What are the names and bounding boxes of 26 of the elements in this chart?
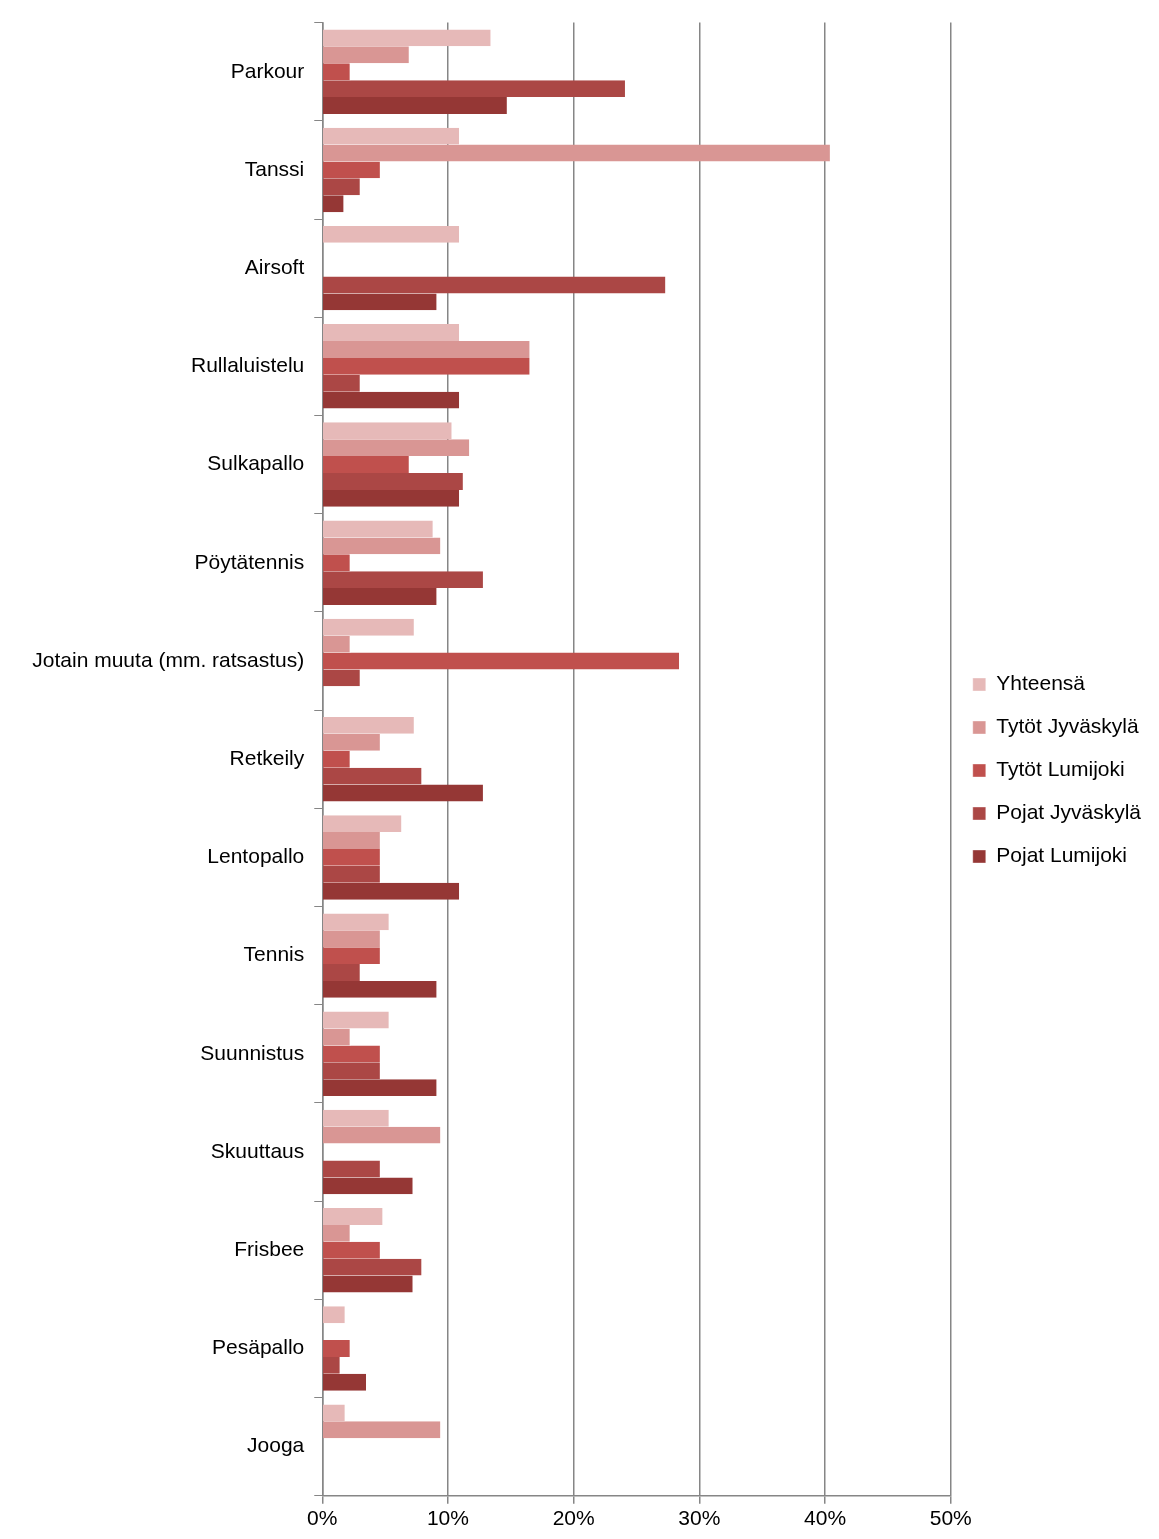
- y-tick-label: Jooga: [247, 1433, 305, 1457]
- y-tick-label: Parkour: [230, 58, 305, 82]
- legend-label: Pojat Jyväskylä: [996, 800, 1142, 824]
- legend-label: Tytöt Jyväskylä: [996, 714, 1139, 738]
- y-tick-label: Jotain muuta (mm. ratsastus): [32, 647, 305, 671]
- y-tick-label: Airsoft: [244, 254, 305, 278]
- legend-label: Yhteensä: [996, 671, 1086, 695]
- x-tick-label: 40%: [804, 1506, 847, 1530]
- y-tick-label: Frisbee: [234, 1237, 305, 1261]
- y-tick-label: Lentopallo: [207, 844, 305, 868]
- x-tick-label: 0%: [307, 1506, 338, 1530]
- y-tick-label: Tennis: [243, 942, 305, 966]
- y-tick-label: Skuuttaus: [210, 1138, 305, 1162]
- x-tick-label: 50%: [929, 1506, 972, 1530]
- x-tick-label: 10%: [426, 1506, 469, 1530]
- y-tick-label: Pöytätennis: [194, 549, 305, 573]
- y-tick-label: Pesäpallo: [212, 1335, 305, 1359]
- y-tick-label: Sulkapallo: [207, 451, 305, 475]
- y-tick-label: Suunnistus: [200, 1040, 305, 1064]
- y-tick-label: Tanssi: [244, 156, 305, 180]
- legend-label: Pojat Lumijoki: [996, 843, 1128, 867]
- x-tick-label: 30%: [678, 1506, 721, 1530]
- x-tick-label: 20%: [552, 1506, 595, 1530]
- y-tick-label: Rullaluistelu: [191, 353, 305, 377]
- legend-label: Tytöt Lumijoki: [996, 757, 1125, 781]
- y-tick-label: Retkeily: [229, 746, 305, 769]
